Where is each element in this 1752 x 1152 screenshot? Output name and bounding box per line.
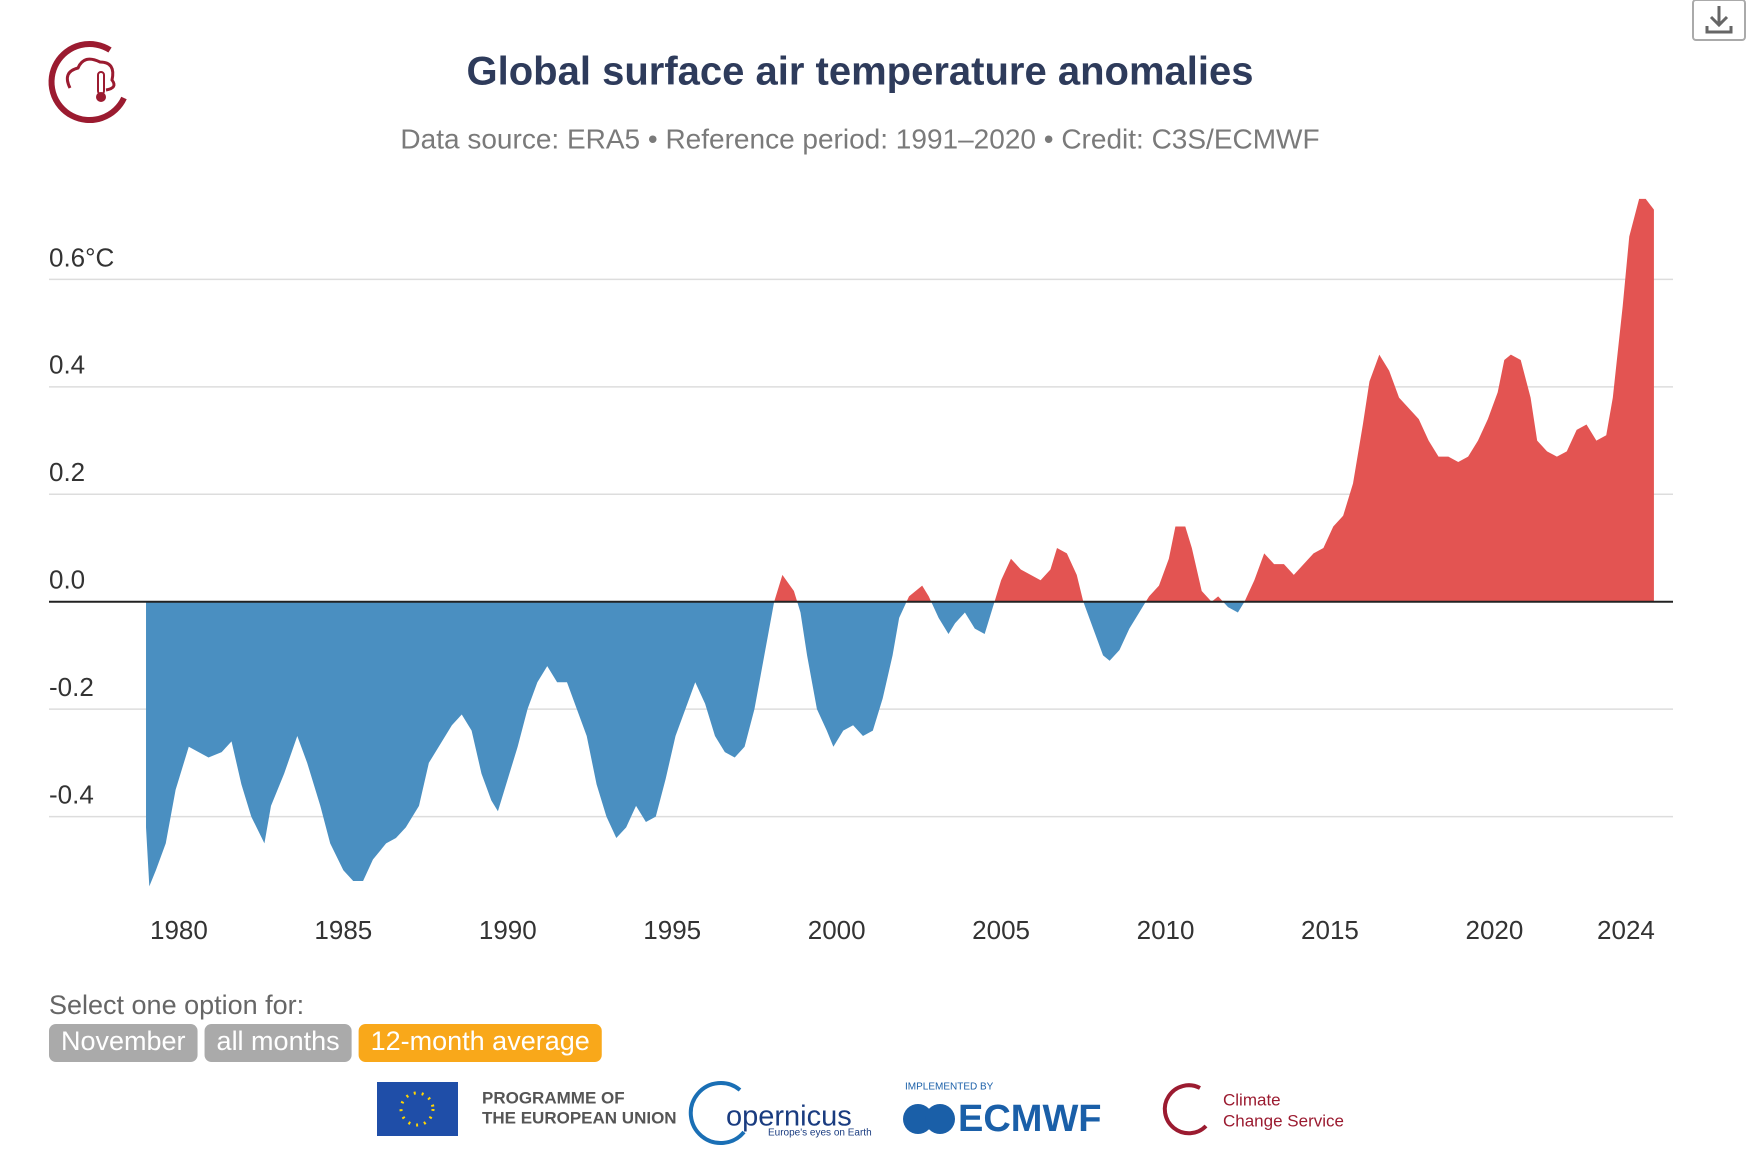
x-tick-label: 2010 (1137, 915, 1195, 945)
option-label[interactable]: November (61, 1026, 186, 1056)
plot: -0.4 -0.2 0.0 0.2 0.4 0.6°C 1980 1985 1990 1995 20… (49, 198, 1673, 945)
x-tick-label: 2015 (1301, 915, 1359, 945)
option-label[interactable]: all months (217, 1026, 340, 1056)
logo (48, 41, 127, 123)
x-tick-label: 2005 (972, 915, 1030, 945)
option-button[interactable]: November (49, 1024, 198, 1062)
option-button[interactable]: 12-month average (358, 1024, 602, 1062)
c3s-text: Climate (1223, 1090, 1281, 1109)
option-bg[interactable] (204, 1024, 352, 1062)
y-tick-label: 0.6°C (49, 242, 114, 272)
y-tick-label: 0.2 (49, 457, 85, 487)
ecmwf-text: ECMWF (958, 1098, 1102, 1140)
copernicus-text: opernicus (726, 1101, 852, 1133)
option-bg[interactable] (358, 1024, 602, 1062)
x-tick-label: 1995 (643, 915, 701, 945)
eu-text: THE EUROPEAN UNION (482, 1108, 677, 1127)
option-button[interactable]: all months (204, 1024, 352, 1062)
x-tick-label: 2024 (1597, 915, 1655, 945)
eu-flag (377, 1082, 458, 1136)
chart-subtitle: Data source: ERA5 • Reference period: 19… (400, 123, 1319, 154)
area (146, 198, 1654, 887)
x-tick-label: 1980 (150, 915, 208, 945)
ecmwf-mark (925, 1104, 955, 1134)
y-tick-label: 0.0 (49, 565, 85, 595)
option-label[interactable]: 12-month average (371, 1026, 590, 1056)
controls-prompt: Select one option for: (49, 990, 304, 1020)
x-tick-label: 1985 (314, 915, 372, 945)
x-tick-label: 2000 (808, 915, 866, 945)
c3s-logo (1162, 1083, 1208, 1136)
download-button[interactable] (1692, 0, 1746, 41)
x-tick-label: 1990 (479, 915, 537, 945)
x-tick-label: 2020 (1465, 915, 1523, 945)
y-tick-label: -0.2 (49, 672, 94, 702)
option-bg[interactable] (49, 1024, 198, 1062)
eu-text: PROGRAMME OF (482, 1088, 625, 1107)
chart-title: Global surface air temperature anomalies (467, 50, 1254, 94)
y-tick-label: 0.4 (49, 350, 85, 380)
footer: PROGRAMME OF THE EUROPEAN UNION opernicu… (377, 1081, 1344, 1146)
eu-stars (399, 1091, 435, 1127)
copernicus-c (688, 1081, 746, 1146)
c3s-text: Change Service (1223, 1111, 1344, 1130)
controls: Select one option for: November all months… (49, 990, 602, 1062)
y-tick-label: -0.4 (49, 779, 94, 809)
ecmwf-implemented: IMPLEMENTED BY (905, 1082, 994, 1093)
copernicus-tagline: Europe's eyes on Earth (768, 1128, 872, 1139)
ecmwf-mark (903, 1104, 933, 1134)
